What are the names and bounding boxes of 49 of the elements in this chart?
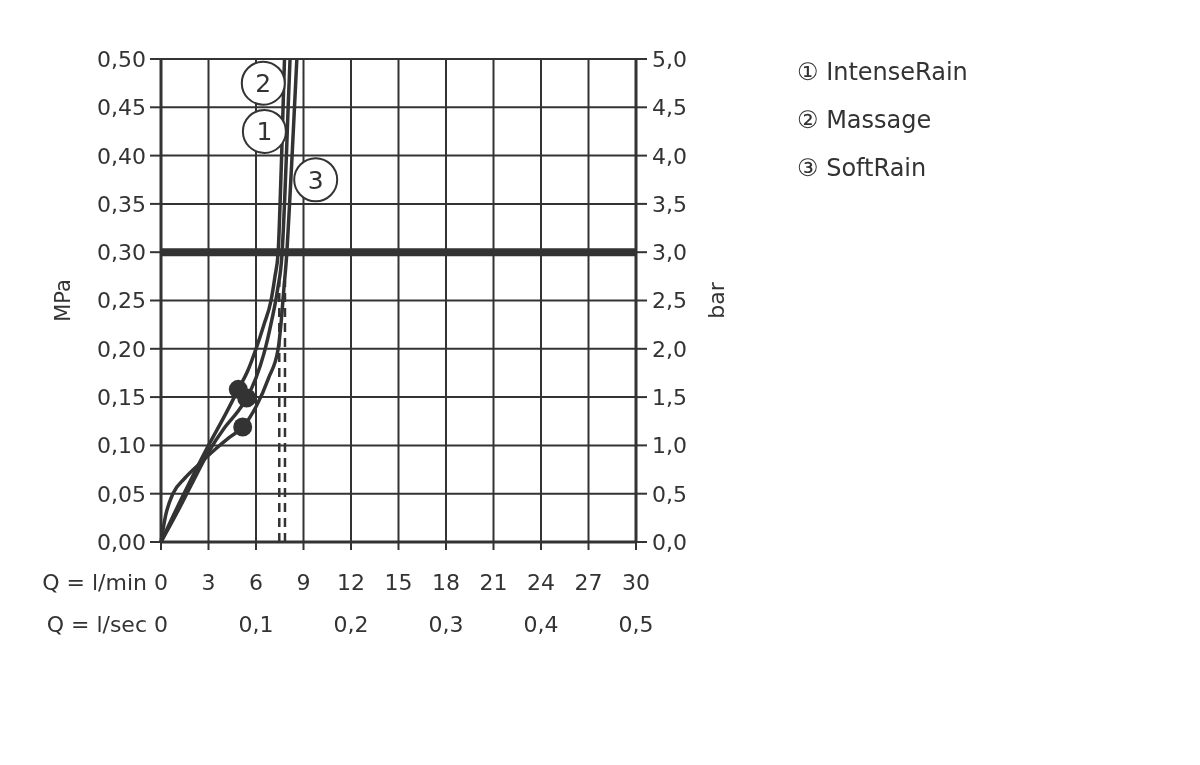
y2-tick-label: 4,5 [652,95,687,121]
x2-axis-title: Q = l/sec [46,612,147,637]
y-tick-label: 0,40 [97,143,146,169]
y-tick-label: 0,45 [97,95,146,121]
y-tick-label: 0,30 [97,240,146,266]
x-tick-label: 21 [479,570,508,595]
x2-tick-label: 0 [154,612,168,637]
y2-tick-label: 2,5 [652,288,687,314]
y2-tick-label: 0,0 [652,529,687,555]
y-tick-label: 0,05 [97,481,146,507]
y-tick-label: 0,00 [97,529,146,555]
x2-tick-label: 0,5 [618,612,654,637]
text: ③ SoftRain [797,153,927,182]
y2-axis-title: bar [704,281,729,319]
x2-tick-label: 0,3 [428,612,464,637]
x-tick-label: 9 [296,570,311,595]
annotation: 1 [256,117,273,147]
x-tick-label: 18 [432,570,460,595]
x-tick-label: 30 [622,570,650,595]
y2-tick-label: 2,0 [652,336,687,362]
y-tick-label: 0,15 [97,385,146,411]
x2-tick-label: 0,4 [523,612,559,637]
x-tick-label: 3 [201,570,216,595]
x-tick-label: 15 [384,570,413,595]
text: ① IntenseRain [797,57,968,86]
x-tick-label: 0 [154,570,168,595]
x-tick-label: 24 [527,570,555,595]
y2-tick-label: 5,0 [652,46,687,72]
annotation: 3 [307,165,324,195]
annotation: 2 [255,69,272,99]
y2-tick-label: 4,0 [652,143,687,169]
text: ② Massage [797,105,932,134]
y-tick-label: 0,25 [97,288,146,314]
x2-tick-label: 0,1 [238,612,274,637]
y-tick-label: 0,10 [97,433,146,459]
y2-tick-label: 1,5 [652,385,687,411]
y2-tick-label: 3,0 [652,240,687,266]
x-tick-label: 27 [574,570,603,595]
x-tick-label: 6 [249,570,263,595]
y-tick-label: 0,35 [97,191,146,217]
y-axis-title: MPa [51,279,75,322]
y2-tick-label: 0,5 [652,481,687,507]
y-tick-label: 0,50 [97,46,146,72]
x2-tick-label: 0,2 [333,612,369,637]
x-axis-title: Q = l/min [42,570,147,595]
y-tick-label: 0,20 [97,336,146,362]
y2-tick-label: 3,5 [652,191,687,217]
y2-tick-label: 1,0 [652,433,687,459]
x-tick-label: 12 [337,570,365,595]
